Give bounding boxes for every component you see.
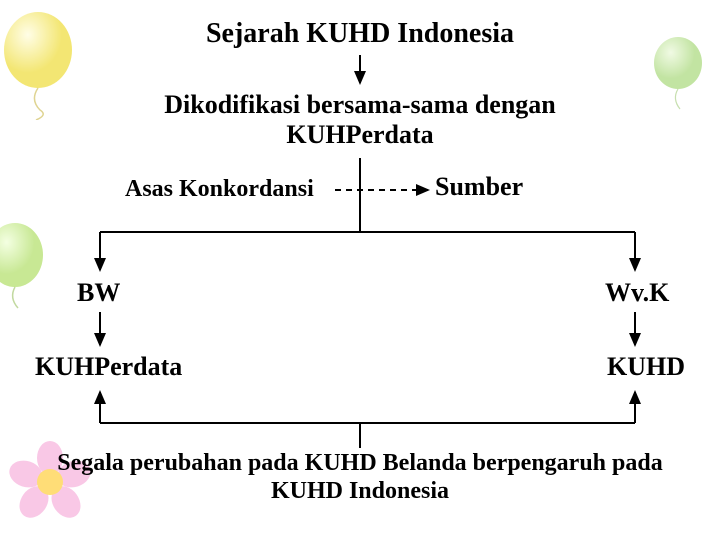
title: Sejarah KUHD Indonesia — [0, 18, 720, 50]
subtitle-line2: KUHPerdata — [286, 120, 433, 149]
node-wvk: Wv.K — [605, 278, 669, 308]
node-asas-konkordansi: Asas Konkordansi — [125, 176, 314, 203]
bottom-text: Segala perubahan pada KUHD Belanda berpe… — [30, 450, 690, 505]
bottom-line1: Segala perubahan pada KUHD Belanda berpe… — [57, 450, 662, 476]
bottom-line2: KUHD Indonesia — [271, 478, 449, 504]
diagram-canvas: Sejarah KUHD Indonesia Dikodifikasi bers… — [0, 0, 720, 540]
subtitle: Dikodifikasi bersama-sama dengan KUHPerd… — [0, 90, 720, 150]
node-sumber: Sumber — [435, 172, 523, 202]
node-bw: BW — [77, 278, 120, 308]
subtitle-line1: Dikodifikasi bersama-sama dengan — [164, 90, 556, 119]
node-kuhperdata: KUHPerdata — [35, 352, 182, 382]
node-kuhd: KUHD — [607, 352, 685, 382]
balloon-mid-left — [0, 220, 65, 320]
